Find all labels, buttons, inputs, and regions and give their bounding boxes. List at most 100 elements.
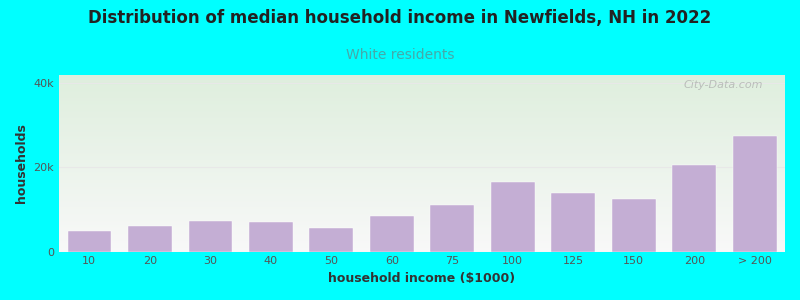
Bar <box>59 114 785 115</box>
Bar <box>491 182 534 252</box>
Bar <box>59 251 785 252</box>
Bar <box>59 189 785 190</box>
Bar <box>59 232 785 233</box>
Bar <box>59 199 785 200</box>
Bar <box>59 152 785 153</box>
Bar <box>733 136 777 252</box>
Bar <box>59 193 785 194</box>
Bar <box>59 131 785 132</box>
Bar <box>59 235 785 236</box>
Bar <box>59 226 785 227</box>
Bar <box>59 121 785 122</box>
Bar <box>59 106 785 107</box>
Bar <box>59 239 785 240</box>
Bar <box>59 144 785 145</box>
Bar <box>673 165 716 252</box>
Bar <box>59 204 785 205</box>
Bar <box>59 89 785 90</box>
Bar <box>59 130 785 131</box>
Bar <box>59 191 785 192</box>
Bar <box>59 231 785 232</box>
Bar <box>59 248 785 249</box>
Bar <box>59 129 785 130</box>
Bar <box>59 160 785 161</box>
Bar <box>59 196 785 197</box>
Bar <box>59 187 785 188</box>
Bar <box>59 159 785 160</box>
Bar <box>59 103 785 104</box>
Bar <box>59 102 785 103</box>
Bar <box>59 120 785 121</box>
Bar <box>59 146 785 147</box>
Bar <box>59 118 785 119</box>
Bar <box>59 134 785 135</box>
Bar <box>59 139 785 140</box>
Bar <box>59 225 785 226</box>
Bar <box>59 156 785 157</box>
Bar <box>59 198 785 199</box>
Bar <box>59 78 785 79</box>
Bar <box>59 95 785 96</box>
Bar <box>59 104 785 105</box>
Bar <box>59 153 785 154</box>
Bar <box>59 128 785 129</box>
Bar <box>59 215 785 216</box>
Bar <box>59 135 785 136</box>
Bar <box>310 229 353 252</box>
Bar <box>59 205 785 206</box>
Bar <box>59 182 785 183</box>
Bar <box>59 140 785 141</box>
Bar <box>59 237 785 238</box>
Bar <box>59 123 785 124</box>
Bar <box>59 157 785 158</box>
Bar <box>59 217 785 218</box>
Text: Distribution of median household income in Newfields, NH in 2022: Distribution of median household income … <box>88 9 712 27</box>
Bar <box>67 231 111 252</box>
Bar <box>59 190 785 191</box>
Y-axis label: households: households <box>15 123 28 203</box>
Bar <box>59 137 785 138</box>
Bar <box>59 145 785 146</box>
Bar <box>59 110 785 111</box>
Bar <box>59 133 785 134</box>
Bar <box>59 244 785 245</box>
Bar <box>59 177 785 178</box>
Bar <box>59 188 785 189</box>
Bar <box>59 236 785 237</box>
Bar <box>59 83 785 84</box>
Bar <box>59 201 785 202</box>
Bar <box>59 224 785 225</box>
Bar <box>59 87 785 88</box>
Bar <box>59 197 785 198</box>
Bar <box>249 222 293 252</box>
Bar <box>59 158 785 159</box>
Bar <box>59 175 785 176</box>
Bar <box>59 94 785 95</box>
Bar <box>59 92 785 93</box>
Bar <box>59 206 785 207</box>
Bar <box>59 202 785 203</box>
Bar <box>59 229 785 230</box>
Bar <box>59 93 785 94</box>
Bar <box>59 186 785 187</box>
Bar <box>59 124 785 125</box>
Bar <box>59 242 785 243</box>
Bar <box>59 148 785 149</box>
Bar <box>59 108 785 109</box>
Bar <box>59 96 785 97</box>
Bar <box>59 97 785 98</box>
Text: White residents: White residents <box>346 48 454 62</box>
Bar <box>59 143 785 144</box>
Bar <box>59 180 785 181</box>
Bar <box>59 154 785 155</box>
Bar <box>59 147 785 148</box>
Bar <box>59 101 785 102</box>
Bar <box>59 81 785 82</box>
Bar <box>59 233 785 234</box>
Bar <box>59 174 785 175</box>
Bar <box>59 75 785 76</box>
Bar <box>551 193 595 252</box>
Bar <box>59 77 785 78</box>
Bar <box>59 111 785 112</box>
Bar <box>59 208 785 209</box>
